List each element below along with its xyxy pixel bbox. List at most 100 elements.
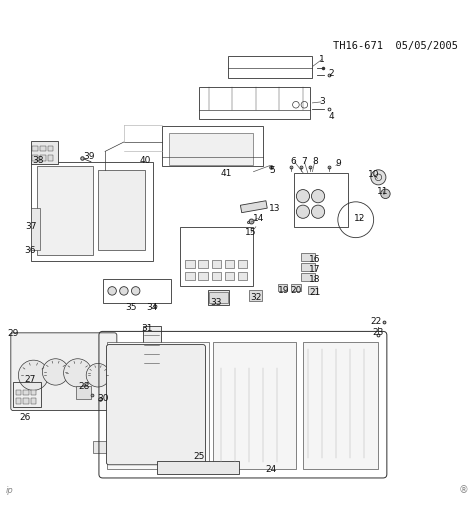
FancyBboxPatch shape — [107, 344, 205, 465]
Bar — [16, 390, 21, 396]
Bar — [33, 155, 38, 161]
Bar — [169, 133, 254, 165]
Circle shape — [18, 360, 48, 390]
Circle shape — [381, 189, 390, 198]
Text: 35: 35 — [125, 303, 137, 312]
Text: 2: 2 — [328, 69, 334, 78]
Bar — [208, 290, 229, 305]
Bar — [40, 146, 46, 151]
Bar — [198, 260, 208, 268]
Text: 34: 34 — [146, 303, 158, 312]
Text: 24: 24 — [266, 465, 277, 474]
Circle shape — [371, 170, 386, 185]
Bar — [213, 342, 296, 469]
Bar — [278, 284, 287, 291]
Text: 41: 41 — [220, 169, 232, 178]
Circle shape — [131, 287, 140, 295]
Text: 20: 20 — [290, 286, 301, 295]
Bar — [291, 284, 301, 291]
Text: 22: 22 — [370, 316, 382, 325]
Bar — [31, 141, 58, 164]
Bar — [33, 146, 38, 151]
Bar — [209, 292, 228, 303]
Circle shape — [86, 363, 110, 387]
Bar — [181, 227, 254, 286]
Text: 6: 6 — [291, 157, 296, 166]
Bar — [249, 290, 263, 301]
Text: 3: 3 — [319, 97, 325, 106]
Text: ®: ® — [458, 486, 468, 495]
Bar — [240, 200, 267, 213]
Circle shape — [311, 189, 325, 203]
Circle shape — [296, 189, 310, 203]
Text: 37: 37 — [25, 222, 36, 231]
Text: 32: 32 — [250, 293, 262, 302]
Text: 15: 15 — [246, 228, 257, 237]
Bar — [31, 390, 36, 396]
Bar — [23, 390, 29, 396]
Bar — [198, 271, 208, 280]
Bar — [199, 87, 310, 120]
Bar — [157, 461, 239, 474]
Bar — [303, 342, 378, 469]
Text: 28: 28 — [78, 381, 90, 390]
Bar — [228, 56, 312, 78]
Text: 26: 26 — [19, 413, 31, 422]
Bar — [31, 398, 36, 404]
Bar — [40, 155, 46, 161]
Bar — [293, 172, 348, 227]
Text: 25: 25 — [193, 452, 205, 461]
Bar — [185, 260, 195, 268]
Text: 29: 29 — [8, 329, 19, 338]
Text: 39: 39 — [83, 152, 94, 161]
Text: 36: 36 — [24, 246, 36, 255]
Text: 16: 16 — [309, 256, 320, 264]
Bar — [31, 208, 40, 250]
Circle shape — [296, 205, 310, 218]
Bar — [36, 166, 93, 255]
Bar — [13, 382, 41, 407]
Text: 13: 13 — [269, 204, 281, 213]
Text: 21: 21 — [309, 288, 320, 297]
FancyBboxPatch shape — [11, 333, 117, 411]
Text: TH16-671  05/05/2005: TH16-671 05/05/2005 — [334, 41, 458, 51]
Bar — [301, 273, 315, 281]
Bar — [308, 286, 317, 294]
Text: 17: 17 — [309, 264, 320, 273]
Bar — [301, 253, 315, 261]
Bar — [76, 386, 91, 399]
Bar — [98, 170, 145, 250]
Circle shape — [42, 359, 69, 385]
Bar — [47, 146, 53, 151]
Bar — [225, 271, 234, 280]
Text: 40: 40 — [139, 157, 151, 166]
Text: 30: 30 — [97, 394, 109, 403]
Bar — [238, 260, 247, 268]
Text: 33: 33 — [210, 298, 221, 307]
Circle shape — [108, 287, 117, 295]
Text: ip: ip — [6, 486, 14, 495]
Text: 9: 9 — [336, 159, 341, 168]
Bar — [211, 271, 221, 280]
Text: 14: 14 — [253, 214, 264, 223]
Text: 5: 5 — [269, 166, 275, 175]
Bar — [108, 342, 209, 469]
Circle shape — [119, 287, 128, 295]
Bar — [162, 126, 263, 167]
Text: 4: 4 — [328, 112, 334, 121]
Bar — [211, 260, 221, 268]
Text: 27: 27 — [24, 376, 36, 385]
Bar — [31, 162, 153, 261]
Text: 12: 12 — [354, 214, 365, 223]
Text: 10: 10 — [368, 170, 379, 179]
Text: 23: 23 — [373, 329, 384, 338]
Bar — [143, 326, 161, 370]
Text: 7: 7 — [301, 157, 307, 166]
Bar — [16, 398, 21, 404]
Bar — [185, 271, 195, 280]
Bar — [238, 271, 247, 280]
Text: 18: 18 — [309, 275, 320, 284]
Text: 8: 8 — [312, 157, 318, 166]
Bar — [225, 260, 234, 268]
Bar — [23, 398, 29, 404]
